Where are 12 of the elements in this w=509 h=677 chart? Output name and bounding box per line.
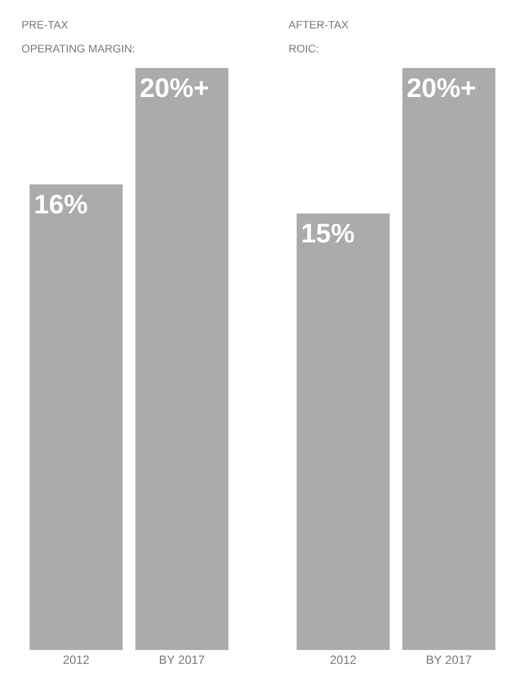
data-label: 20%+ bbox=[140, 78, 208, 98]
x-tick-label: 2012 bbox=[63, 656, 89, 664]
x-tick-label: BY 2017 bbox=[426, 656, 472, 664]
data-label: 16% bbox=[36, 194, 88, 214]
x-tick-label: 2012 bbox=[330, 656, 356, 664]
data-label: 15% bbox=[302, 224, 354, 243]
chart-title: AFTER-TAX bbox=[288, 20, 348, 28]
chart-title: PRE-TAX bbox=[22, 20, 68, 28]
data-label: 20%+ bbox=[408, 78, 476, 98]
x-tick-label: BY 2017 bbox=[160, 656, 204, 664]
chart-subtitle: ROIC: bbox=[289, 44, 318, 52]
chart-subtitle: OPERATING MARGIN: bbox=[22, 44, 134, 52]
